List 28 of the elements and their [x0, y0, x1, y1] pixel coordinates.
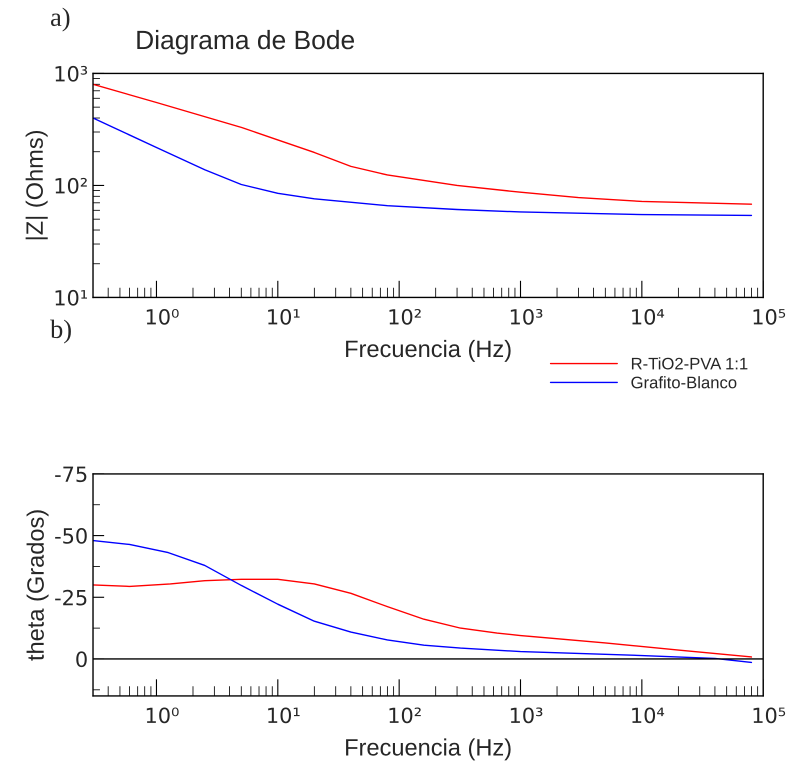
x-tick-label: 10¹ [268, 707, 300, 724]
x-tick-label: 10⁵ [754, 707, 786, 724]
x-axis-title: Frecuencia (Hz) [346, 340, 511, 362]
legend-label: R-TiO2-PVA 1:1 [632, 357, 748, 370]
x-tick-label: 10⁴ [632, 707, 664, 724]
x-axis-title: Frecuencia (Hz) [346, 738, 511, 760]
text: a) [51, 8, 70, 32]
text: b) [50, 320, 71, 344]
x-tick-label: 10² [390, 707, 421, 724]
y-tick-label: 10³ [56, 66, 88, 82]
x-tick-label: 10⁰ [146, 707, 179, 724]
y-tick-label: 10² [56, 178, 87, 194]
y-tick-label: 0 [76, 651, 87, 668]
x-tick-label: 10¹ [268, 308, 300, 325]
y-axis-title: |Z| (Ohms) [26, 130, 48, 240]
y-tick-label: -75 [55, 466, 86, 482]
y-tick-label: -50 [55, 528, 87, 544]
y-tick-label: 10¹ [56, 290, 88, 306]
x-tick-label: 10³ [510, 308, 542, 325]
x-tick-label: 10⁰ [146, 308, 179, 325]
x-tick-label: 10³ [510, 707, 542, 724]
x-tick-label: 10⁴ [632, 308, 664, 325]
x-tick-label: 10² [390, 308, 421, 325]
y-axis-title: theta (Grados) [26, 510, 49, 661]
y-tick-label: -25 [55, 590, 86, 606]
legend-label: Grafito-Blanco [631, 376, 736, 388]
chart-title: Diagrama de Bode [137, 30, 354, 55]
x-tick-label: 10⁵ [754, 308, 786, 325]
